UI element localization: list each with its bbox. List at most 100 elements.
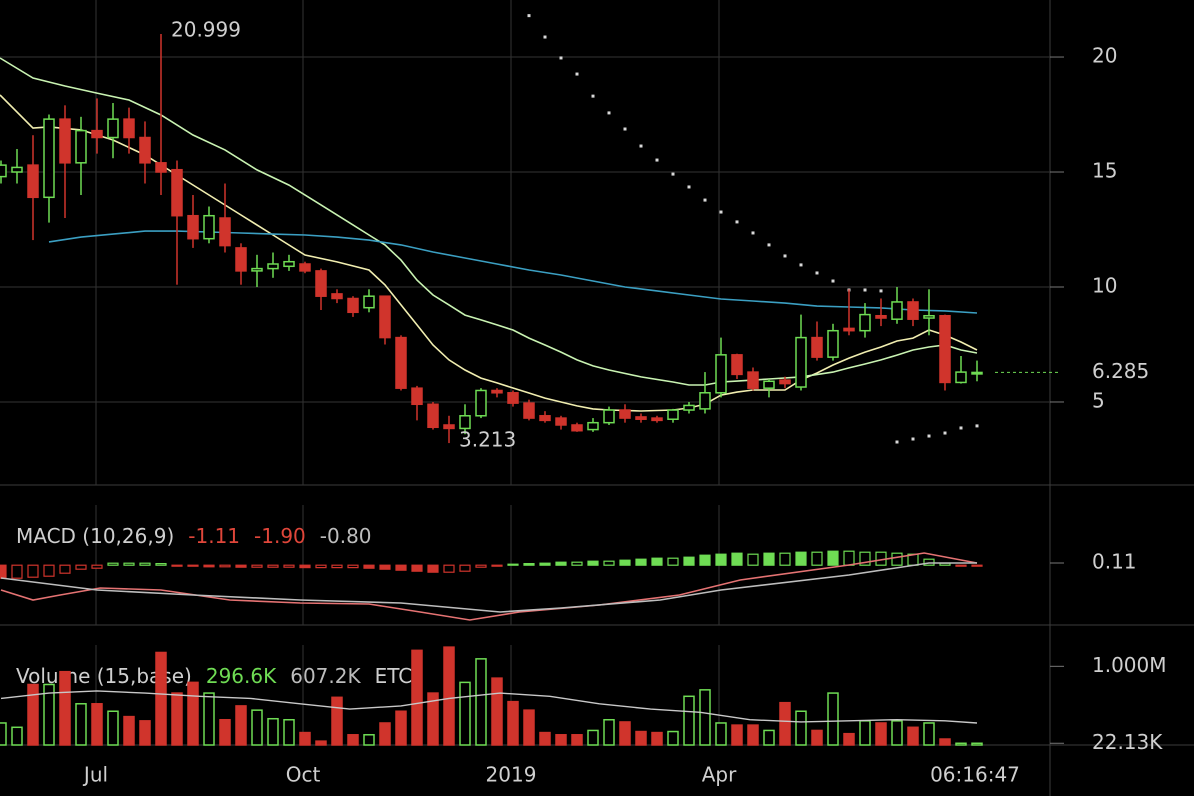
last-price-label: 6.285	[1092, 359, 1149, 383]
candle-body	[731, 354, 743, 376]
candle-body	[59, 118, 71, 164]
candle-body	[443, 424, 455, 430]
macd-histogram-bar	[267, 564, 279, 568]
macd-histogram-bar	[59, 564, 71, 574]
macd-histogram-bar	[539, 562, 551, 566]
candle-body	[427, 403, 439, 429]
macd-histogram-bar	[411, 564, 423, 572]
volume-bar	[907, 726, 919, 746]
candle-body	[315, 270, 327, 297]
readout: -1.11	[188, 524, 240, 548]
volume-bar	[731, 724, 743, 746]
volume-bar	[795, 710, 807, 746]
macd-histogram-bar	[955, 564, 967, 567]
macd-histogram-bar	[731, 552, 743, 566]
candle-body	[859, 313, 871, 332]
candle-body	[587, 421, 599, 431]
volume-bar	[299, 731, 311, 746]
volume-bar	[11, 726, 23, 746]
candle-body	[299, 263, 311, 272]
volume-bar	[155, 651, 167, 746]
candle-body	[843, 327, 855, 332]
volume-bar	[235, 705, 247, 746]
volume-bar	[763, 729, 775, 746]
sar-dot	[815, 271, 819, 275]
volume-bar	[331, 696, 343, 746]
macd-histogram-bar	[651, 557, 663, 566]
macd-histogram-bar	[763, 552, 775, 566]
volume-bar	[203, 692, 215, 746]
macd-histogram-bar	[27, 564, 39, 578]
macd-histogram-bar	[971, 564, 983, 567]
volume-bar	[283, 718, 295, 746]
volume-bar	[603, 718, 615, 746]
sar-dot	[639, 144, 643, 148]
candle-body	[171, 168, 183, 217]
candle-body	[267, 263, 279, 270]
volume-bar	[667, 730, 679, 746]
volume-bar	[219, 718, 231, 746]
volume-bar	[0, 722, 7, 746]
readout: 296.6K	[206, 664, 277, 688]
volume-bar	[363, 734, 375, 746]
volume-bar	[699, 689, 711, 746]
volume-bar	[859, 720, 871, 746]
macd-histogram-bar	[251, 564, 263, 568]
sar-dot	[831, 279, 835, 283]
candle-body	[11, 166, 23, 173]
time-label: 06:16:47	[930, 763, 1020, 787]
candle-body	[971, 371, 983, 375]
volume-bar	[315, 740, 327, 746]
volume-bar	[939, 738, 951, 746]
volume-bar	[411, 649, 423, 746]
candle-body	[939, 314, 951, 384]
macd-histogram-bar	[459, 564, 471, 572]
macd-histogram-bar	[603, 560, 615, 566]
volume-bar	[91, 703, 103, 746]
macd-histogram-bar	[859, 551, 871, 566]
macd-histogram-bar	[139, 562, 151, 566]
price-annotation: 20.999	[171, 18, 241, 42]
macd-histogram-bar	[843, 550, 855, 566]
y-tick-label: 22.13K	[1092, 730, 1163, 754]
volume-bar	[347, 734, 359, 746]
macd-histogram-bar	[43, 564, 55, 577]
macd-histogram-bar	[683, 556, 695, 566]
volume-bar	[779, 701, 791, 746]
candle-body	[795, 336, 807, 388]
sar-dot	[895, 440, 899, 444]
sar-dot	[607, 111, 611, 115]
volume-bar	[507, 700, 519, 746]
volume-bar	[875, 722, 887, 746]
candle-body	[651, 417, 663, 422]
macd-histogram-bar	[187, 564, 199, 567]
candle-body	[763, 380, 775, 389]
volume-bar	[555, 734, 567, 746]
volume-bar	[827, 692, 839, 746]
volume-bar	[107, 710, 119, 746]
candle-body	[219, 217, 231, 247]
macd-histogram-bar	[283, 564, 295, 568]
moving-average	[0, 94, 978, 412]
candle-body	[491, 389, 503, 394]
candle-body	[891, 301, 903, 320]
macd-histogram-bar	[747, 553, 759, 566]
sar-dot	[655, 158, 659, 162]
volume-bar	[971, 742, 983, 746]
sar-dot	[527, 14, 531, 18]
sar-dot	[911, 437, 915, 441]
y-tick-label: 1.000M	[1092, 653, 1167, 677]
volume-bar	[683, 695, 695, 746]
sar-dot	[575, 72, 579, 76]
macd-histogram-bar	[123, 562, 135, 566]
x-tick-label: 2019	[486, 763, 537, 787]
sar-dot	[751, 231, 755, 235]
sar-dot	[943, 431, 947, 435]
volume-bar	[843, 732, 855, 746]
volume-bar	[523, 709, 535, 746]
sar-dot	[703, 198, 707, 202]
volume-bar	[27, 683, 39, 746]
candle-body	[747, 371, 759, 389]
macd-histogram-bar	[811, 551, 823, 566]
